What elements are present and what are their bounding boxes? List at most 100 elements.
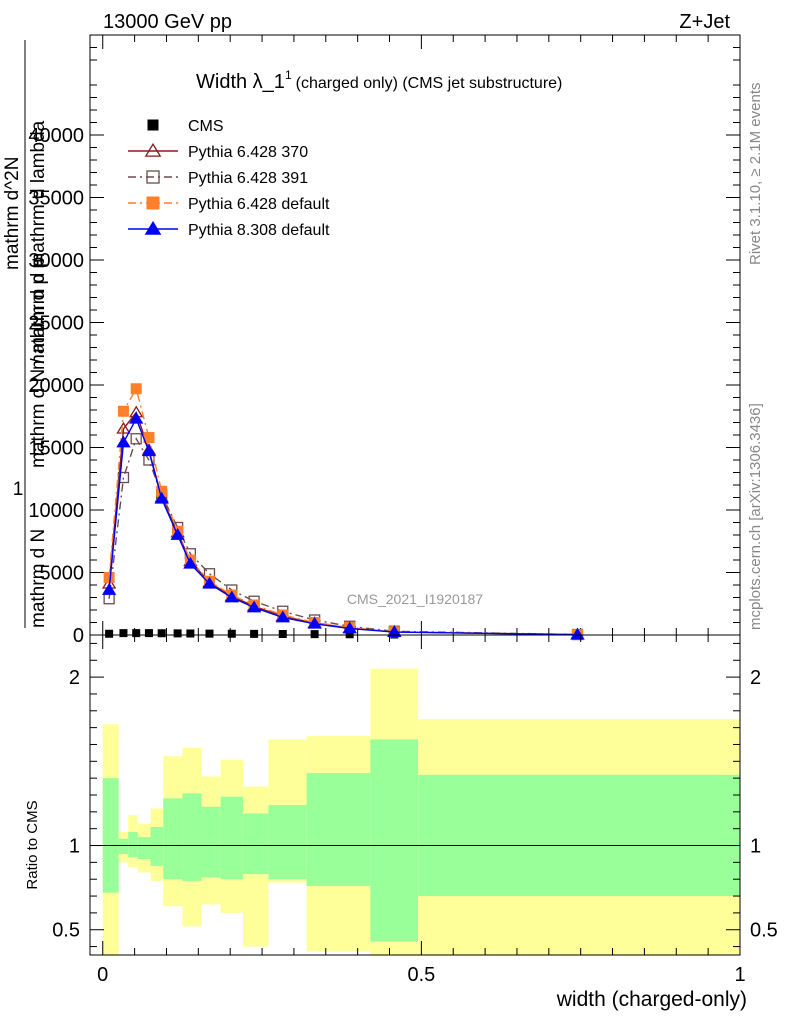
rivet-label: Rivet 3.1.10, ≥ 2.1M events xyxy=(747,83,764,266)
xtick-label: 0 xyxy=(97,964,108,986)
ratio-band-inner xyxy=(306,773,371,886)
ratio-band-inner xyxy=(201,806,221,878)
data-point xyxy=(130,433,142,445)
series-0 xyxy=(105,629,582,639)
series-line xyxy=(108,437,578,636)
xtick-label: 1 xyxy=(734,964,745,986)
data-point xyxy=(117,405,129,417)
main-y-label: 1 mathrm d N mathrm d N / mathrm d p mat… xyxy=(2,40,49,628)
legend-label: CMS xyxy=(188,118,224,135)
ylabel-part-3: mathrm d N / mathrm d p xyxy=(28,257,49,468)
data-point xyxy=(116,435,131,448)
data-point xyxy=(227,629,236,638)
legend-entry: Pythia 8.308 default xyxy=(128,220,330,239)
main-ytick-label: 15000 xyxy=(28,438,84,460)
main-ytick-label: 10000 xyxy=(28,500,84,522)
data-point xyxy=(183,556,198,569)
ratio-ytick-label: 2 xyxy=(69,667,80,689)
ratio-band-inner xyxy=(242,813,269,875)
data-point xyxy=(144,629,153,638)
ratio-y-label: Ratio to CMS xyxy=(24,800,41,889)
legend-entry: Pythia 6.428 391 xyxy=(128,170,308,187)
data-point xyxy=(157,629,166,638)
series-3 xyxy=(103,383,583,641)
plot-title-rest: (charged only) (CMS jet substructure) xyxy=(296,75,563,92)
data-point xyxy=(105,629,114,638)
ratio-ytick-label-right: 2 xyxy=(750,667,761,689)
data-point xyxy=(116,421,131,434)
legend-entry: Pythia 6.428 default xyxy=(128,196,330,213)
xtick-label: 0.5 xyxy=(407,964,435,986)
data-point xyxy=(387,625,402,638)
data-point xyxy=(132,629,141,638)
legend: CMS Pythia 6.428 370 Pythia 6.428 391 Pythi… xyxy=(128,118,330,239)
data-point xyxy=(170,528,185,540)
mcplots-label: mcplots.cern.ch [arXiv:1306.3436] xyxy=(747,403,764,630)
main-y-axis: 0 5000 10000 15000 20000 25000 30000 35000 40000 xyxy=(28,35,741,647)
ratio-band-inner xyxy=(128,832,138,858)
legend-marker xyxy=(144,220,162,235)
data-point xyxy=(154,491,169,504)
data-point xyxy=(307,616,322,629)
ratio-band-inner xyxy=(137,837,151,859)
data-point xyxy=(250,629,259,638)
ratio-band-inner xyxy=(150,827,164,866)
data-point xyxy=(275,610,290,623)
ratio-ytick-label-right: 0.5 xyxy=(750,920,778,942)
legend-label: Pythia 6.428 default xyxy=(188,196,330,213)
data-point xyxy=(202,576,217,589)
data-point xyxy=(205,629,214,638)
data-point xyxy=(130,383,142,395)
ratio-panel: 0.5 0.51 12 20 0.5 1 Ratio to CMS width (char… xyxy=(24,634,778,1011)
legend-label: Pythia 6.428 391 xyxy=(188,170,308,187)
main-ytick-label: 35000 xyxy=(28,188,84,210)
legend-marker xyxy=(144,142,162,157)
data-point xyxy=(278,630,287,638)
data-point xyxy=(119,629,128,638)
main-ytick-label: 25000 xyxy=(28,313,84,335)
ratio-band-inner xyxy=(102,778,119,893)
ratio-band-inner xyxy=(163,798,183,880)
legend-entry: CMS xyxy=(147,118,224,135)
data-point xyxy=(101,583,117,595)
ylabel-part-2: mathrm d N xyxy=(28,529,49,628)
data-point xyxy=(310,630,319,639)
series-line xyxy=(108,411,578,636)
main-ytick-label: 5000 xyxy=(40,563,85,585)
plot-title-sup: 1 xyxy=(285,68,292,82)
ratio-band-inner xyxy=(118,838,129,854)
data-point xyxy=(224,590,239,603)
legend-label: Pythia 6.428 370 xyxy=(188,144,308,161)
legend-label: Pythia 8.308 default xyxy=(188,222,330,239)
main-ytick-label: 0 xyxy=(73,625,84,647)
series-4 xyxy=(101,411,585,640)
ratio-bands xyxy=(102,668,740,955)
ratio-ytick-label: 0.5 xyxy=(52,920,80,942)
ylabel-part-5: mathrm d p mathrm d lambda xyxy=(28,120,49,370)
series-line xyxy=(108,386,578,636)
data-point xyxy=(342,621,357,634)
ratio-band-inner xyxy=(418,774,740,897)
x-axis-label: width (charged-only) xyxy=(556,988,747,1011)
main-plot-area xyxy=(101,383,585,641)
ratio-band-inner xyxy=(182,793,202,881)
legend-entry: Pythia 6.428 370 xyxy=(128,142,308,161)
main-ytick-label: 40000 xyxy=(28,125,84,147)
legend-marker xyxy=(147,119,159,131)
data-point xyxy=(117,471,130,484)
data-point xyxy=(141,444,157,457)
data-point xyxy=(186,629,195,638)
ylabel-part-1: 1 xyxy=(13,479,24,500)
legend-marker xyxy=(146,170,160,184)
data-point xyxy=(246,600,262,613)
data-point xyxy=(103,572,115,583)
legend-marker xyxy=(146,196,160,210)
process-label: Z+Jet xyxy=(679,11,730,33)
ylabel-part-4: mathrm d^2N xyxy=(2,157,23,270)
ratio-band-inner xyxy=(268,805,307,880)
data-point xyxy=(173,629,182,638)
ratio-axes: 0.5 0.51 12 20 0.5 1 xyxy=(52,635,778,986)
main-ytick-label: 20000 xyxy=(28,375,84,397)
main-ytick-label: 30000 xyxy=(28,250,84,272)
